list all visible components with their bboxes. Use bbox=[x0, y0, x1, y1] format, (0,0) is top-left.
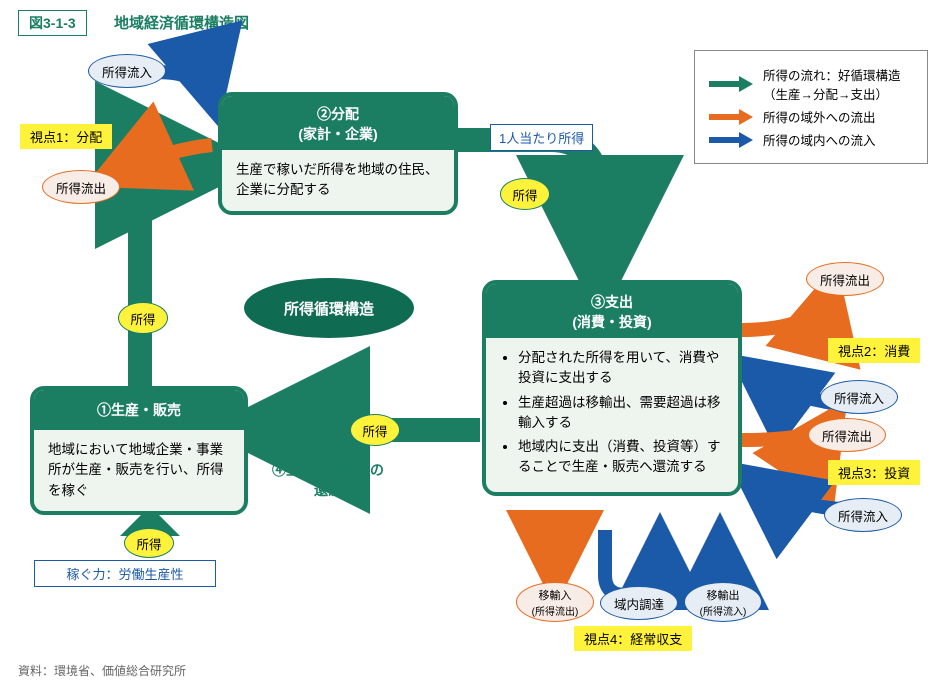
oval-outflow-r2: 所得流出 bbox=[808, 418, 886, 452]
legend-row-1: .la-teal::before{background:#1b7e63}.la-… bbox=[709, 65, 913, 103]
text: 所得の流れ：好循環構造 bbox=[763, 65, 901, 84]
text: 視点1：分配 bbox=[30, 130, 102, 145]
text: 地域において地域企業・事業所が生産・販売を行い、所得を稼ぐ bbox=[48, 442, 224, 498]
oval-inflow-r1: 所得流入 bbox=[820, 380, 898, 414]
text: (所得流入) bbox=[700, 603, 747, 618]
text: 域内調達 bbox=[614, 594, 664, 613]
text: 生産で稼いだ所得を地域の住民、企業に分配する bbox=[236, 162, 439, 197]
text: (家計・企業) bbox=[228, 124, 448, 144]
box-distribution-head: ②分配 (家計・企業) bbox=[222, 96, 454, 150]
legend-text-3: 所得の域内への流入 bbox=[763, 130, 876, 149]
oval-inflow-r2: 所得流入 bbox=[824, 498, 902, 532]
text: （生産→分配→支出） bbox=[763, 84, 901, 103]
tag-earning: 稼ぐ力：労働生産性 bbox=[34, 560, 216, 587]
oval-import: 移輸入 (所得流出) bbox=[516, 582, 594, 622]
figure-title: 地域経済循環構造図 bbox=[114, 12, 249, 33]
text: ③支出 bbox=[492, 292, 732, 312]
legend-arrow-teal: .la-teal::before{background:#1b7e63}.la-… bbox=[709, 77, 753, 91]
yellow-v1: 視点1：分配 bbox=[20, 124, 112, 149]
legend-arrow-blue: .la-blue::before{background:#1b5aa8}.la-… bbox=[709, 133, 753, 147]
text: 所得流入 bbox=[838, 506, 888, 525]
text: (所得流出) bbox=[532, 603, 579, 618]
oval-income-top: 所得 bbox=[500, 178, 550, 210]
box-expenditure-head: ③支出 (消費・投資) bbox=[486, 284, 738, 338]
text: (消費・投資) bbox=[492, 312, 732, 332]
oval-internal: 域内調達 bbox=[600, 586, 678, 620]
yellow-v2: 視点2：消費 bbox=[828, 338, 920, 363]
oval-outflow-topleft: 所得流出 bbox=[42, 170, 120, 204]
box-production-head: ①生産・販売 bbox=[34, 390, 244, 430]
box-distribution-body: 生産で稼いだ所得を地域の住民、企業に分配する bbox=[222, 150, 454, 211]
text: 地域内に支出（消費、投資等）することで生産・販売へ還流する bbox=[518, 437, 724, 478]
yellow-v3: 視点3：投資 bbox=[828, 460, 920, 485]
figure-label: 図3-1-3 bbox=[18, 10, 87, 36]
text: 所得流出 bbox=[820, 270, 870, 289]
center-oval: 所得循環構造 bbox=[244, 278, 414, 338]
box-production-body: 地域において地域企業・事業所が生産・販売を行い、所得を稼ぐ bbox=[34, 430, 244, 511]
box-production: ①生産・販売 地域において地域企業・事業所が生産・販売を行い、所得を稼ぐ bbox=[30, 386, 248, 515]
text: 所得流入 bbox=[834, 388, 884, 407]
text: ④生産・販売への bbox=[272, 460, 384, 480]
legend-text-1: 所得の流れ：好循環構造 （生産→分配→支出） bbox=[763, 65, 901, 103]
sublabel-reflux: ④生産・販売への 還流 bbox=[272, 460, 384, 500]
text: 所得流出 bbox=[56, 178, 106, 197]
text: 所得 bbox=[130, 309, 155, 328]
figure-label-text: 図3-1-3 bbox=[29, 15, 76, 31]
text: 移輸出 bbox=[707, 587, 740, 603]
text: 分配された所得を用いて、消費や投資に支出する bbox=[518, 348, 724, 389]
oval-income-left: 所得 bbox=[118, 302, 168, 334]
legend-text-2: 所得の域外への流出 bbox=[763, 107, 876, 126]
box-expenditure: ③支出 (消費・投資) 分配された所得を用いて、消費や投資に支出する 生産超過は… bbox=[482, 280, 742, 496]
legend-arrow-orange: .la-orange::before{background:#e76c1f}.l… bbox=[709, 110, 753, 124]
source-text: 資料：環境省、価値総合研究所 bbox=[18, 662, 186, 679]
text: 視点3：投資 bbox=[838, 466, 910, 481]
text: 生産超過は移輸出、需要超過は移輸入する bbox=[518, 393, 724, 434]
oval-income-bottom: 所得 bbox=[350, 414, 400, 446]
text: 所得 bbox=[362, 421, 387, 440]
text: 所得流出 bbox=[822, 426, 872, 445]
text: 視点2：消費 bbox=[838, 344, 910, 359]
text: 所得 bbox=[136, 534, 161, 553]
text: 資料：環境省、価値総合研究所 bbox=[18, 664, 186, 678]
oval-outflow-r1: 所得流出 bbox=[806, 262, 884, 296]
tag-percapita: 1人当たり所得 bbox=[490, 124, 593, 151]
text: 移輸入 bbox=[539, 587, 572, 603]
box-distribution: ②分配 (家計・企業) 生産で稼いだ所得を地域の住民、企業に分配する bbox=[218, 92, 458, 215]
text: 稼ぐ力：労働生産性 bbox=[66, 567, 183, 582]
oval-export: 移輸出 (所得流入) bbox=[684, 582, 762, 622]
legend: .la-teal::before{background:#1b7e63}.la-… bbox=[694, 50, 928, 164]
text: 1人当たり所得 bbox=[499, 131, 584, 146]
legend-row-2: .la-orange::before{background:#e76c1f}.l… bbox=[709, 107, 913, 126]
text: 還流 bbox=[272, 480, 384, 500]
figure-title-text: 地域経済循環構造図 bbox=[114, 15, 249, 32]
oval-inflow-topleft: 所得流入 bbox=[88, 54, 166, 88]
text: 所得流入 bbox=[102, 62, 152, 81]
box-expenditure-body: 分配された所得を用いて、消費や投資に支出する 生産超過は移輸出、需要超過は移輸入… bbox=[486, 338, 738, 492]
legend-row-3: .la-blue::before{background:#1b5aa8}.la-… bbox=[709, 130, 913, 149]
text: 視点4：経常収支 bbox=[584, 632, 682, 647]
oval-income-prod: 所得 bbox=[124, 528, 174, 558]
text: 所得循環構造 bbox=[284, 298, 374, 319]
text: 所得 bbox=[512, 185, 537, 204]
yellow-v4: 視点4：経常収支 bbox=[574, 626, 692, 651]
text: ②分配 bbox=[228, 104, 448, 124]
text: ①生産・販売 bbox=[97, 402, 181, 418]
